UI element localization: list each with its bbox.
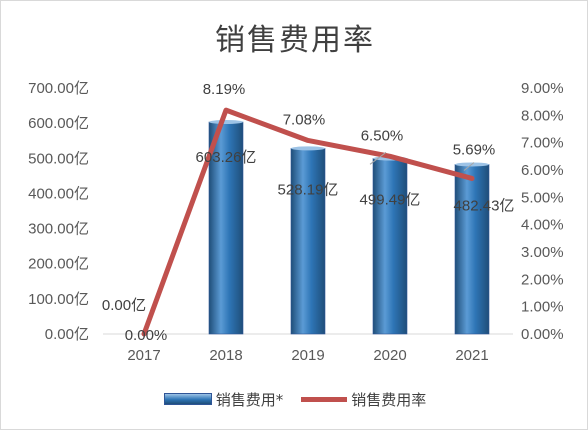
y-left-tick-label: 500.00亿 bbox=[28, 150, 89, 167]
x-tick-label: 2021 bbox=[455, 347, 488, 364]
x-tick-label: 2017 bbox=[127, 347, 160, 364]
y-left-tick-label: 700.00亿 bbox=[28, 80, 89, 97]
x-tick-label: 2019 bbox=[291, 347, 324, 364]
label-leader-line bbox=[463, 162, 475, 171]
y-left-tick-label: 600.00亿 bbox=[28, 115, 89, 132]
line-data-label: 0.00% bbox=[125, 327, 168, 344]
bar bbox=[372, 158, 408, 335]
chart-legend: 销售费用* 销售费用率 bbox=[1, 387, 588, 411]
y-right-tick-label: 5.00% bbox=[521, 189, 564, 206]
legend-item-line: 销售费用率 bbox=[301, 389, 426, 410]
x-tick-label: 2020 bbox=[373, 347, 406, 364]
y-left-tick-label: 0.00亿 bbox=[45, 326, 89, 343]
legend-bar-swatch bbox=[163, 393, 212, 405]
line-data-label: 8.19% bbox=[203, 81, 246, 98]
y-left-tick-label: 100.00亿 bbox=[28, 291, 89, 308]
bar-data-label: 482.43亿 bbox=[454, 197, 515, 214]
bar-top bbox=[291, 146, 325, 151]
bar-data-label: 499.49亿 bbox=[360, 191, 421, 208]
legend-line-swatch bbox=[301, 396, 348, 402]
line-data-label: 6.50% bbox=[361, 127, 404, 144]
chart-title: 销售费用率 bbox=[215, 23, 375, 58]
y-right-tick-label: 4.00% bbox=[521, 217, 564, 234]
y-right-tick-label: 2.00% bbox=[521, 271, 564, 288]
y-right-tick-label: 7.00% bbox=[521, 135, 564, 152]
y-right-tick-label: 0.00% bbox=[521, 326, 564, 343]
y-right-tick-label: 8.00% bbox=[521, 107, 564, 124]
y-left-tick-label: 300.00亿 bbox=[28, 221, 89, 238]
label-leader-line bbox=[369, 151, 387, 165]
bar-data-label: 528.19亿 bbox=[278, 181, 339, 198]
line-data-label: 5.69% bbox=[453, 141, 496, 158]
bar-top bbox=[209, 119, 243, 124]
legend-bar-label: 销售费用* bbox=[215, 390, 284, 409]
bar bbox=[208, 121, 244, 335]
line-series bbox=[141, 107, 475, 337]
y-right-tick-label: 1.00% bbox=[521, 299, 564, 316]
bar-data-label: 0.00亿 bbox=[102, 297, 146, 314]
line-data-label: 7.08% bbox=[283, 111, 326, 128]
x-tick-label: 2018 bbox=[209, 347, 242, 364]
bar bbox=[290, 148, 326, 335]
y-left-tick-label: 200.00亿 bbox=[28, 256, 89, 273]
y-right-tick-label: 6.00% bbox=[521, 162, 564, 179]
bar bbox=[454, 164, 490, 335]
legend-item-bar: 销售费用* bbox=[163, 389, 284, 410]
y-right-tick-label: 3.00% bbox=[521, 244, 564, 261]
y-left-tick-label: 400.00亿 bbox=[28, 185, 89, 202]
legend-line-label: 销售费用率 bbox=[351, 390, 427, 409]
y-right-tick-label: 9.00% bbox=[521, 80, 564, 97]
bar-data-label: 603.26亿 bbox=[196, 149, 257, 166]
